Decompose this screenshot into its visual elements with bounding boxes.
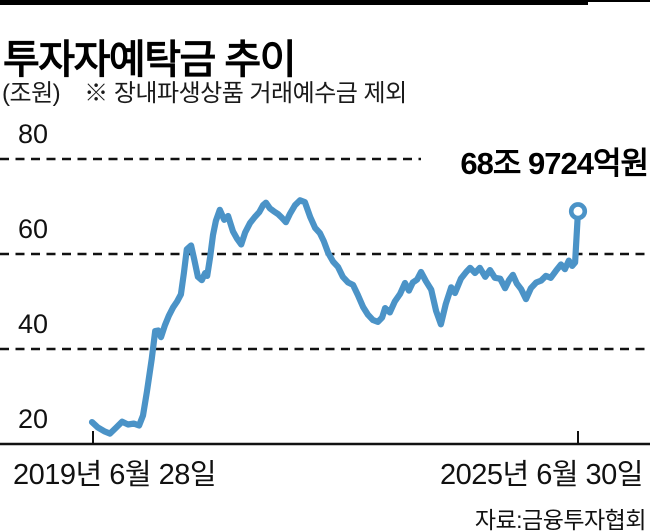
y-tick-label-40: 40 — [17, 309, 49, 339]
header-rule — [0, 0, 588, 5]
x-axis-start-label: 2019년 6월 28일 — [13, 459, 217, 491]
chart-subtitle: (조원) ※ 장내파생상품 거래예수금 제외 — [2, 73, 648, 108]
source-credit: 자료:금융투자협회 — [474, 507, 647, 532]
chart-title: 투자자예탁금 추이 — [3, 37, 297, 82]
y-axis-unit-label: (조원) — [2, 80, 61, 107]
deposit-trend-line — [88, 197, 582, 437]
latest-point-marker — [568, 202, 588, 221]
y-tick-label-20: 20 — [17, 404, 49, 434]
y-tick-label-80: 80 — [17, 119, 49, 149]
chart-note: ※ 장내파생상품 거래예수금 제외 — [84, 80, 407, 107]
y-tick-label-60: 60 — [17, 214, 49, 244]
x-axis-end-label: 2025년 6월 30일 — [439, 459, 644, 491]
latest-value-annotation: 68조 9724억원 — [460, 146, 649, 181]
